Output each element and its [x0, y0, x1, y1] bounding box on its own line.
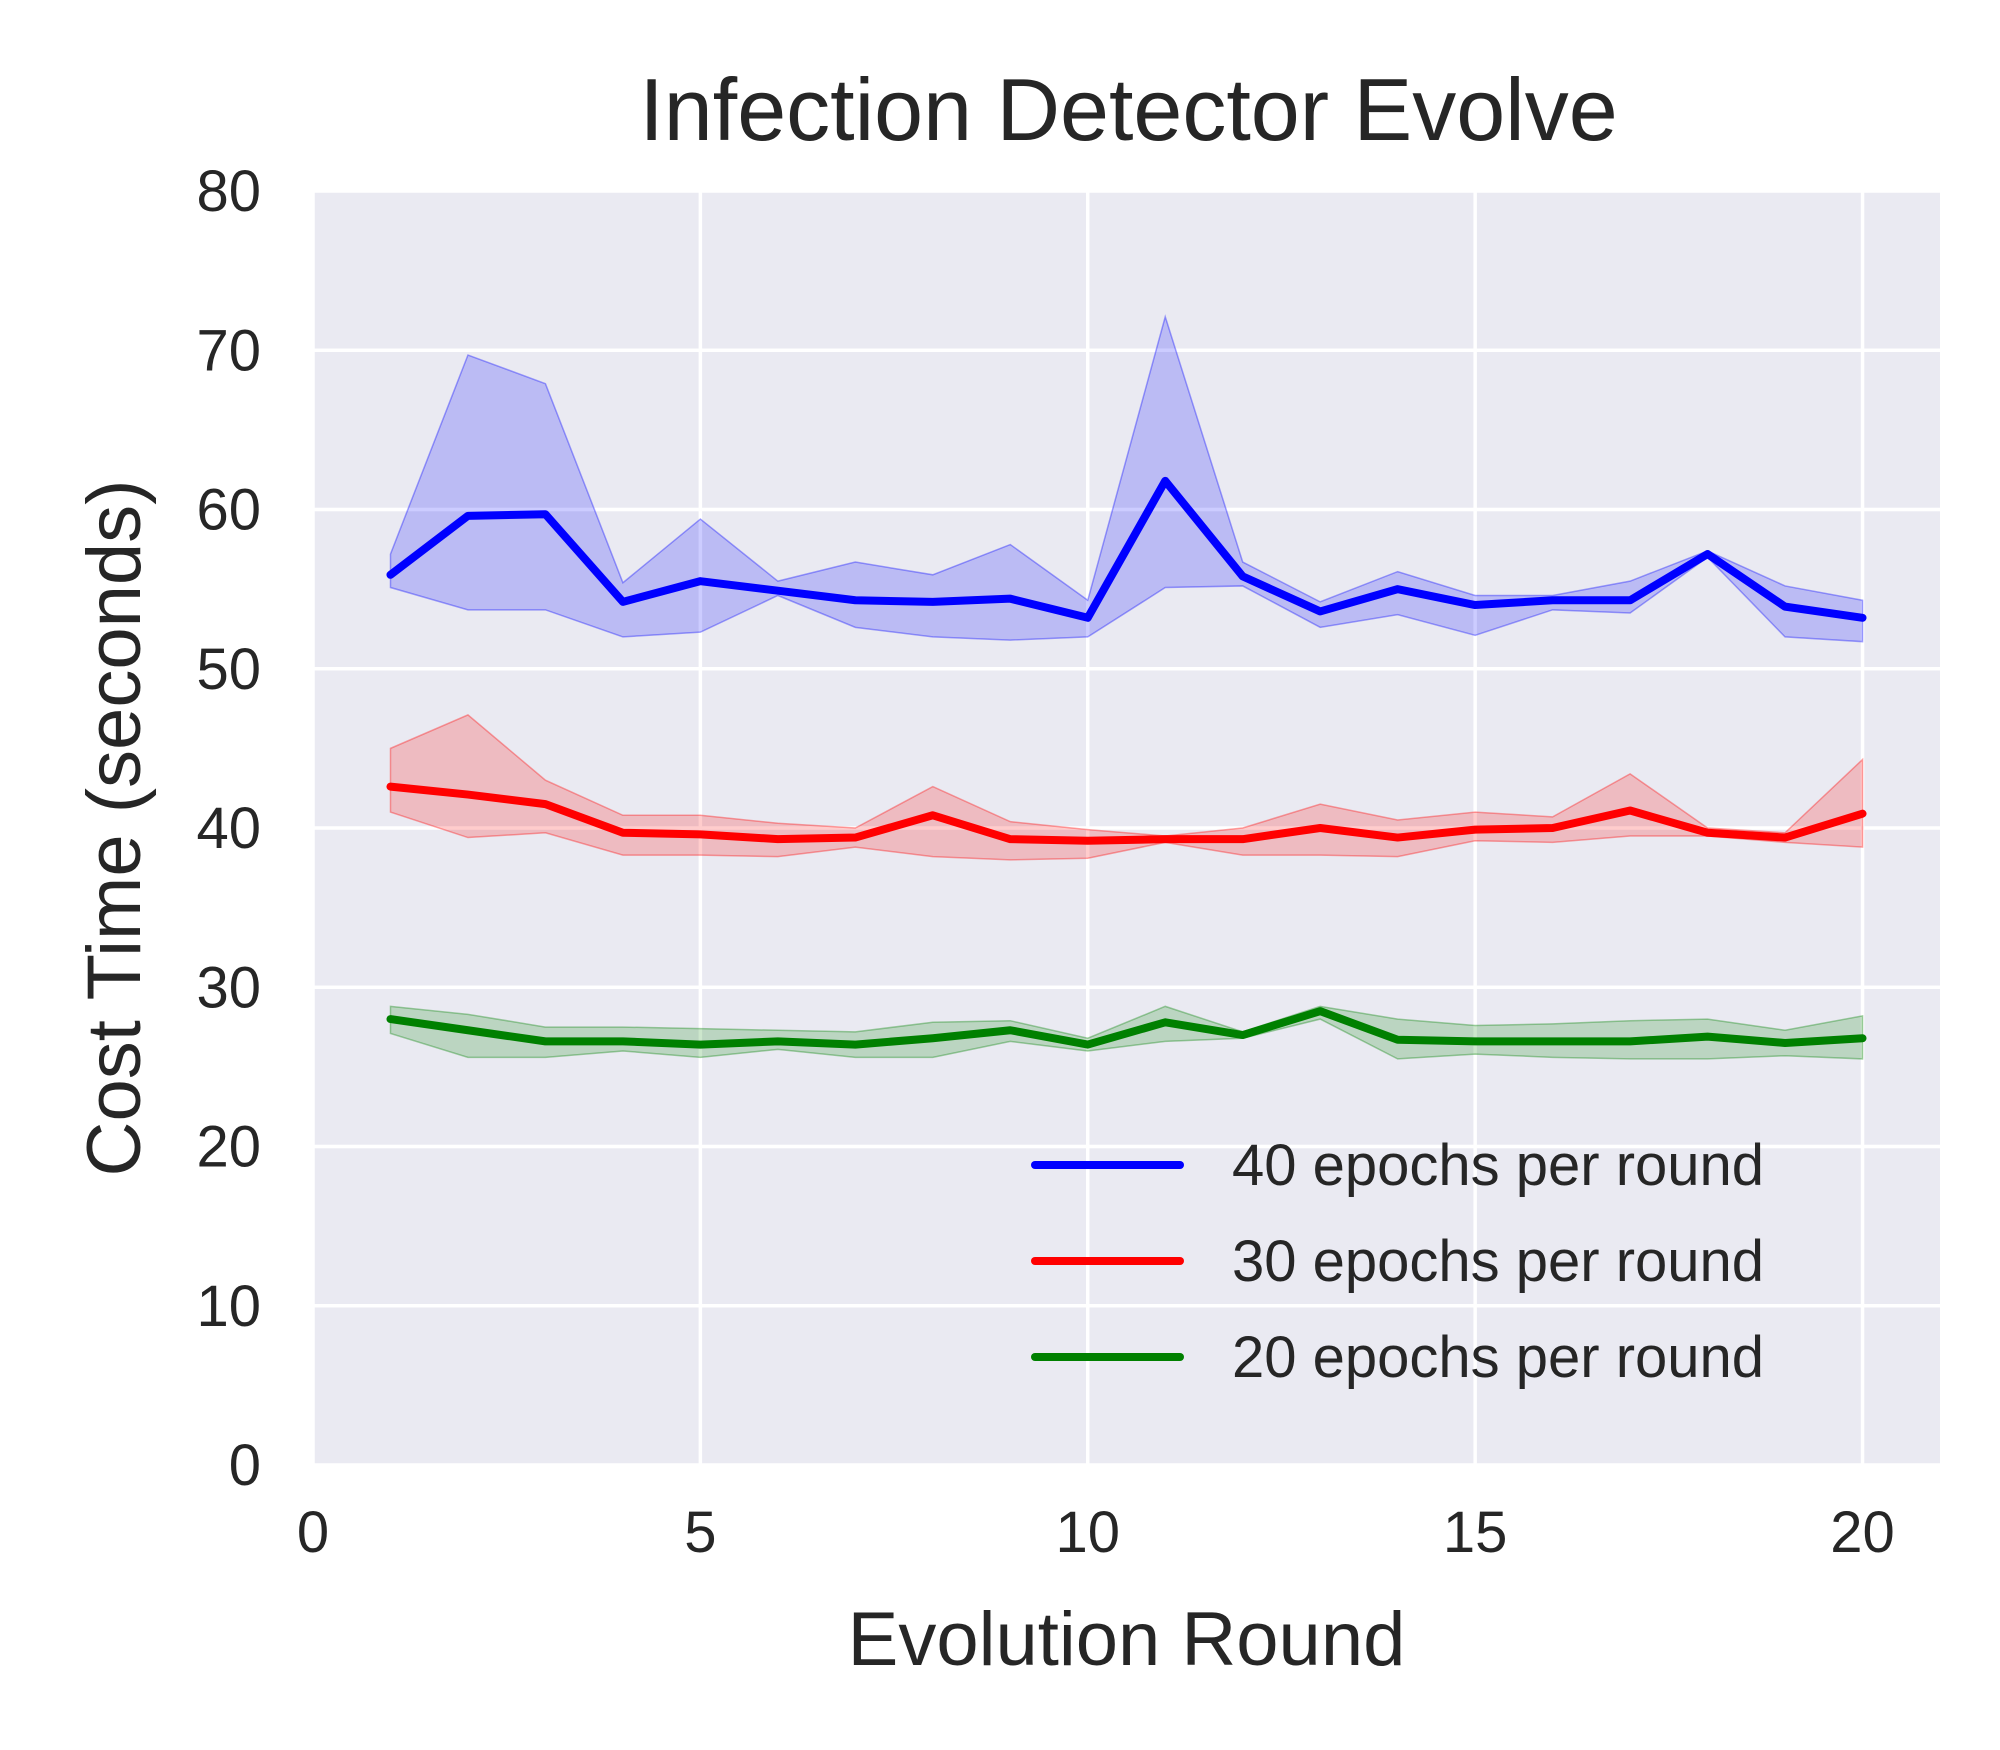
data-point [1550, 598, 1555, 603]
data-point [930, 813, 935, 818]
data-point [698, 832, 703, 837]
legend-label: 30 epochs per round [1232, 1229, 1764, 1294]
data-point [853, 835, 858, 840]
data-point [930, 599, 935, 604]
data-point [1395, 1037, 1400, 1042]
confidence-band [389, 714, 1864, 861]
data-point [1008, 596, 1013, 601]
series-line [386, 1007, 1867, 1049]
y-tick-label: 40 [196, 796, 261, 861]
y-tick-label: 60 [196, 478, 261, 543]
data-point [620, 1039, 625, 1044]
data-point [698, 579, 703, 584]
x-tick-label: 10 [1056, 1500, 1121, 1565]
data-point [1550, 826, 1555, 830]
data-point [465, 1028, 470, 1033]
data-point [1473, 1039, 1478, 1044]
series-lines [386, 476, 1867, 1049]
y-tick-label: 70 [196, 318, 261, 383]
data-point [698, 1042, 703, 1047]
legend-label: 40 epochs per round [1232, 1133, 1764, 1198]
data-point [1860, 615, 1865, 620]
legend: 40 epochs per round 30 epochs per round 20… [1031, 1133, 1764, 1390]
data-point [1705, 1034, 1710, 1039]
data-point [1163, 837, 1168, 842]
data-point [1085, 615, 1090, 620]
data-point [1628, 1039, 1633, 1044]
data-point [1318, 1009, 1323, 1014]
y-tick-label: 80 [196, 159, 261, 224]
data-point [465, 513, 470, 518]
data-point [853, 598, 858, 603]
data-point [1008, 1028, 1013, 1033]
y-tick-label: 20 [196, 1115, 261, 1180]
x-tick-label: 5 [684, 1500, 716, 1565]
data-point [388, 784, 393, 789]
x-tick-label: 20 [1830, 1500, 1895, 1565]
data-point [1473, 827, 1478, 832]
grid [311, 189, 1940, 1467]
data-point [1163, 1020, 1168, 1025]
data-point [775, 1039, 780, 1044]
legend-label: 20 epochs per round [1232, 1325, 1764, 1390]
data-point [1783, 604, 1788, 609]
x-axis-label: Evolution Round [848, 1597, 1406, 1682]
data-point [1395, 587, 1400, 592]
data-point [1240, 574, 1245, 579]
data-point [1705, 552, 1710, 557]
series-line [386, 782, 1867, 845]
data-point [620, 830, 625, 835]
y-tick-label: 50 [196, 637, 261, 702]
data-point [930, 1036, 935, 1041]
data-point [1318, 609, 1323, 614]
x-tick-label: 0 [297, 1500, 329, 1565]
data-point [1163, 478, 1168, 483]
data-point [1085, 838, 1090, 843]
data-point [388, 572, 393, 577]
confidence-band [389, 314, 1864, 643]
data-point [1550, 1039, 1555, 1044]
data-point [1240, 1033, 1245, 1038]
data-point [1085, 1042, 1090, 1047]
data-point [1008, 837, 1013, 842]
data-point [1473, 603, 1478, 608]
data-point [775, 837, 780, 842]
data-point [1628, 808, 1633, 813]
data-point [388, 1017, 393, 1022]
y-tick-label: 0 [229, 1433, 261, 1498]
y-axis-label: Cost Time (seconds) [72, 480, 157, 1177]
data-point [465, 792, 470, 797]
data-point [620, 599, 625, 604]
data-point [1395, 835, 1400, 840]
data-point [1628, 598, 1633, 603]
data-point [1705, 830, 1710, 835]
data-point [775, 588, 780, 593]
data-point [1318, 826, 1323, 830]
data-point [543, 1039, 548, 1044]
data-point [853, 1042, 858, 1047]
data-point [1860, 1036, 1865, 1041]
data-point [543, 802, 548, 807]
data-point [543, 512, 548, 517]
series-line [386, 476, 1867, 622]
tick-labels: 0 10 20 30 40 50 60 70 80 0 5 10 15 20 [196, 159, 1894, 1565]
x-tick-label: 15 [1443, 1500, 1508, 1565]
data-point [1860, 811, 1865, 816]
data-point [1783, 1040, 1788, 1045]
data-point [1240, 837, 1245, 842]
chart-title: Infection Detector Evolve [639, 60, 1617, 159]
y-tick-label: 30 [196, 955, 261, 1020]
y-tick-label: 10 [196, 1274, 261, 1339]
data-point [1783, 835, 1788, 840]
